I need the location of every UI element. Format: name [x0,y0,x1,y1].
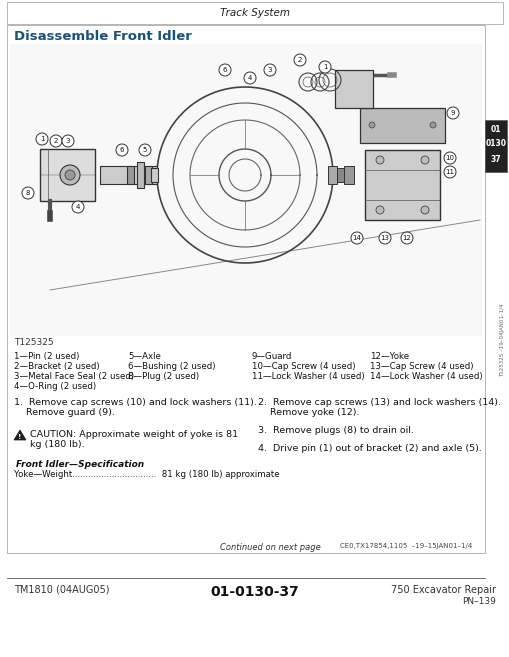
FancyBboxPatch shape [40,149,95,201]
Text: 750 Excavator Repair: 750 Excavator Repair [390,585,495,595]
Text: Remove yoke (12).: Remove yoke (12). [258,408,359,417]
FancyBboxPatch shape [127,166,134,184]
Text: Remove guard (9).: Remove guard (9). [14,408,115,417]
Text: 1—Pin (2 used): 1—Pin (2 used) [14,352,79,361]
Text: 14: 14 [352,235,361,241]
Circle shape [72,201,84,213]
FancyBboxPatch shape [7,25,484,553]
FancyBboxPatch shape [327,166,336,184]
Circle shape [446,107,458,119]
Text: 11: 11 [445,169,454,175]
Circle shape [36,133,48,145]
Text: 6: 6 [120,147,124,153]
Text: 0130: 0130 [485,139,505,148]
Text: 9—Guard: 9—Guard [251,352,292,361]
Text: 6: 6 [222,67,227,73]
Circle shape [443,152,455,164]
Circle shape [420,156,428,164]
Text: 2: 2 [54,138,58,144]
Text: 10—Cap Screw (4 used): 10—Cap Screw (4 used) [251,362,355,371]
FancyBboxPatch shape [10,44,481,336]
Text: 13—Cap Screw (4 used): 13—Cap Screw (4 used) [369,362,472,371]
FancyBboxPatch shape [364,150,439,220]
Circle shape [243,72,256,84]
Text: kg (180 lb).: kg (180 lb). [30,440,84,449]
Polygon shape [14,430,26,440]
FancyBboxPatch shape [334,70,372,108]
Circle shape [318,61,330,73]
Text: 11—Lock Washer (4 used): 11—Lock Washer (4 used) [251,372,364,381]
FancyBboxPatch shape [151,168,158,182]
Text: CE0,TX17854,1105  –19–15JAN01–1/4: CE0,TX17854,1105 –19–15JAN01–1/4 [340,543,471,549]
Text: !: ! [18,434,21,440]
Text: 4: 4 [76,204,80,210]
Text: 3: 3 [66,138,70,144]
Text: 3—Metal Face Seal (2 used): 3—Metal Face Seal (2 used) [14,372,134,381]
FancyBboxPatch shape [344,166,353,184]
Circle shape [378,232,390,244]
Circle shape [62,135,74,147]
FancyBboxPatch shape [484,120,506,172]
Text: 12—Yoke: 12—Yoke [369,352,408,361]
Circle shape [429,122,435,128]
Text: 13: 13 [380,235,389,241]
Circle shape [218,64,231,76]
Text: 01: 01 [490,124,500,133]
Text: T125325: T125325 [14,338,53,347]
Text: 2.  Remove cap screws (13) and lock washers (14).: 2. Remove cap screws (13) and lock washe… [258,398,500,407]
FancyBboxPatch shape [100,166,157,184]
Text: TM1810 (04AUG05): TM1810 (04AUG05) [14,585,109,595]
Circle shape [369,122,374,128]
FancyBboxPatch shape [7,2,502,24]
Text: 37: 37 [490,154,500,164]
Text: 14—Lock Washer (4 used): 14—Lock Washer (4 used) [369,372,482,381]
Text: 1.  Remove cap screws (10) and lock washers (11).: 1. Remove cap screws (10) and lock washe… [14,398,257,407]
Text: 2: 2 [297,57,302,63]
Circle shape [420,206,428,214]
Text: 4.  Drive pin (1) out of bracket (2) and axle (5).: 4. Drive pin (1) out of bracket (2) and … [258,444,481,453]
Text: Continued on next page: Continued on next page [219,543,320,552]
Circle shape [139,144,151,156]
Text: Track System: Track System [219,8,290,18]
Text: CAUTION: Approximate weight of yoke is 81: CAUTION: Approximate weight of yoke is 8… [30,430,238,439]
Text: 5—Axle: 5—Axle [128,352,160,361]
Circle shape [116,144,128,156]
Text: 8—Plug (2 used): 8—Plug (2 used) [128,372,199,381]
Circle shape [375,206,383,214]
Circle shape [443,166,455,178]
Text: 4—O-Ring (2 used): 4—O-Ring (2 used) [14,382,96,391]
Text: 10: 10 [445,155,454,161]
Text: 1: 1 [322,64,327,70]
Text: 12: 12 [402,235,411,241]
Text: 01-0130-37: 01-0130-37 [210,585,299,599]
Text: 2—Bracket (2 used): 2—Bracket (2 used) [14,362,99,371]
Text: T125325 –19–04JAN01–1/4: T125325 –19–04JAN01–1/4 [499,304,504,376]
Text: PN–139: PN–139 [461,597,495,606]
Text: 3.  Remove plugs (8) to drain oil.: 3. Remove plugs (8) to drain oil. [258,426,413,435]
FancyBboxPatch shape [359,108,444,143]
FancyBboxPatch shape [336,168,344,182]
FancyBboxPatch shape [145,166,152,184]
Circle shape [65,170,75,180]
Circle shape [375,156,383,164]
Text: 8: 8 [25,190,30,196]
Text: 5: 5 [143,147,147,153]
Text: 6—Bushing (2 used): 6—Bushing (2 used) [128,362,215,371]
Text: Disassemble Front Idler: Disassemble Front Idler [14,30,191,43]
Circle shape [22,187,34,199]
Text: 1: 1 [40,136,44,142]
Circle shape [293,54,305,66]
Text: Yoke—Weight................................  81 kg (180 lb) approximate: Yoke—Weight.............................… [14,470,279,479]
Circle shape [264,64,275,76]
Text: 4: 4 [247,75,251,81]
Circle shape [50,135,62,147]
FancyBboxPatch shape [137,162,144,188]
Circle shape [400,232,412,244]
Text: 9: 9 [450,110,455,116]
Text: Front Idler—Specification: Front Idler—Specification [16,460,144,469]
Text: 3: 3 [267,67,272,73]
Circle shape [60,165,80,185]
Circle shape [350,232,362,244]
